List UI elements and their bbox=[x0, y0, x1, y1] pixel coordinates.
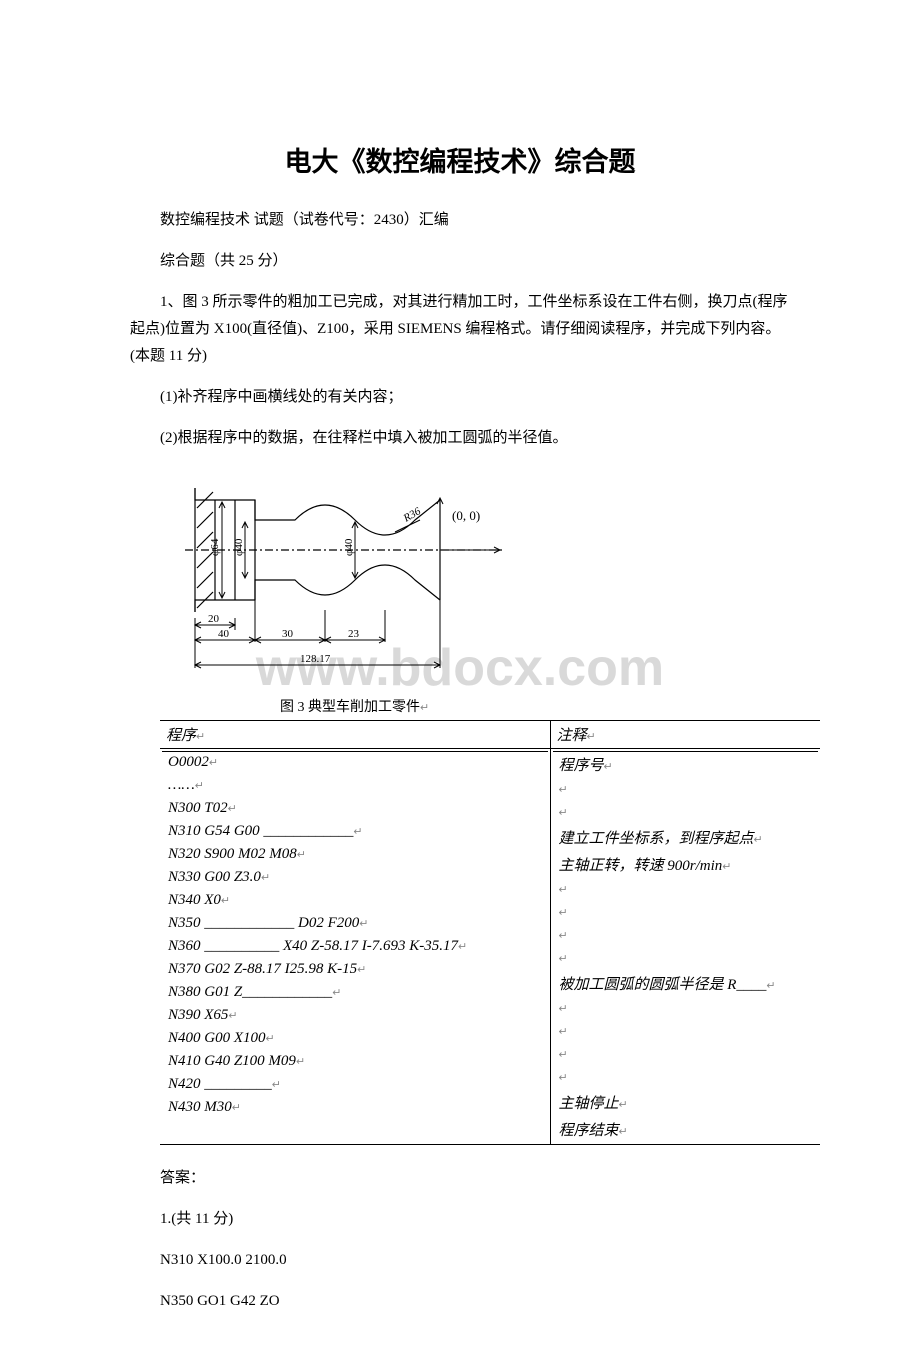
table-row: N310 G54 G00 ____________↵ bbox=[162, 821, 548, 842]
table-row: ↵ bbox=[553, 879, 819, 900]
dim-phi40b: φ40 bbox=[343, 538, 355, 556]
table-row: N320 S900 M02 M08↵ bbox=[162, 844, 548, 865]
table-row: N300 T02↵ bbox=[162, 798, 548, 819]
table-row: ↵ bbox=[553, 1021, 819, 1042]
answers-line2: N310 X100.0 2100.0 bbox=[130, 1247, 790, 1274]
table-row: 程序号↵ bbox=[553, 751, 819, 777]
table-row: ↵ bbox=[553, 779, 819, 800]
table-row: N330 G00 Z3.0↵ bbox=[162, 867, 548, 888]
dim-total: 128.17 bbox=[300, 653, 331, 665]
dim-40: 40 bbox=[218, 628, 230, 640]
table-row: N420 _________↵ bbox=[162, 1074, 548, 1095]
answers-line1: 1.(共 11 分) bbox=[130, 1206, 790, 1233]
program-table: 程序↵ 注释↵ O0002↵……↵N300 T02↵N310 G54 G00 _… bbox=[160, 720, 820, 1145]
table-row: 主轴停止↵ bbox=[553, 1090, 819, 1115]
table-row: N430 M30↵ bbox=[162, 1097, 548, 1118]
table-row: N400 G00 X100↵ bbox=[162, 1028, 548, 1049]
intro-line-1: 数控编程技术 试题（试卷代号：2430）汇编 bbox=[130, 207, 790, 234]
table-row: N350 ____________ D02 F200↵ bbox=[162, 913, 548, 934]
table-row: ↵ bbox=[553, 1067, 819, 1088]
question-sub1: (1)补齐程序中画横线处的有关内容； bbox=[130, 384, 790, 411]
origin-label: (0, 0) bbox=[452, 508, 480, 523]
document-content: 电大《数控编程技术》综合题 数控编程技术 试题（试卷代号：2430）汇编 综合题… bbox=[0, 0, 920, 1369]
dim-30: 30 bbox=[282, 628, 294, 640]
table-row: 被加工圆弧的圆弧半径是 R____↵ bbox=[553, 971, 819, 996]
figure-block: φ64 φ40 φ40 R36 20 40 30 23 128.17 (0, 0… bbox=[160, 470, 790, 1145]
table-row: ↵ bbox=[553, 998, 819, 1019]
figure-caption: 图 3 典型车削加工零件↵ bbox=[280, 696, 790, 716]
part-diagram: φ64 φ40 φ40 R36 20 40 30 23 128.17 (0, 0… bbox=[160, 470, 530, 690]
table-header-prog: 程序↵ bbox=[160, 721, 550, 749]
table-row: ↵ bbox=[553, 1044, 819, 1065]
table-row: 程序结束↵ bbox=[553, 1117, 819, 1142]
answers-block: 答案： 1.(共 11 分) N310 X100.0 2100.0 N350 G… bbox=[130, 1165, 790, 1315]
table-row: 建立工件坐标系，到程序起点↵ bbox=[553, 825, 819, 850]
table-row: ↵ bbox=[553, 948, 819, 969]
table-row: N410 G40 Z100 M09↵ bbox=[162, 1051, 548, 1072]
question-sub2: (2)根据程序中的数据，在往释栏中填入被加工圆弧的半径值。 bbox=[130, 425, 790, 452]
question-stem: 1、图 3 所示零件的粗加工已完成，对其进行精加工时，工件坐标系设在工件右侧，换… bbox=[130, 289, 790, 370]
dim-phi64: φ64 bbox=[209, 538, 221, 556]
table-row: N370 G02 Z-88.17 I25.98 K-15↵ bbox=[162, 959, 548, 980]
table-row: ……↵ bbox=[162, 775, 548, 796]
table-header-note: 注释↵ bbox=[550, 721, 820, 749]
intro-line-2: 综合题（共 25 分） bbox=[130, 248, 790, 275]
dim-20: 20 bbox=[208, 613, 220, 625]
table-row: ↵ bbox=[553, 902, 819, 923]
table-row: N340 X0↵ bbox=[162, 890, 548, 911]
table-row: N390 X65↵ bbox=[162, 1005, 548, 1026]
table-row: ↵ bbox=[553, 925, 819, 946]
table-row: O0002↵ bbox=[162, 751, 548, 773]
page-title: 电大《数控编程技术》综合题 bbox=[130, 140, 790, 179]
table-row: N380 G01 Z____________↵ bbox=[162, 982, 548, 1003]
table-row: 主轴正转，转速 900r/min↵ bbox=[553, 852, 819, 877]
answers-label: 答案： bbox=[130, 1165, 790, 1192]
dim-phi40a: φ40 bbox=[233, 538, 245, 556]
table-row: ↵ bbox=[553, 802, 819, 823]
dim-23: 23 bbox=[348, 628, 360, 640]
table-row: N360 __________ X40 Z-58.17 I-7.693 K-35… bbox=[162, 936, 548, 957]
